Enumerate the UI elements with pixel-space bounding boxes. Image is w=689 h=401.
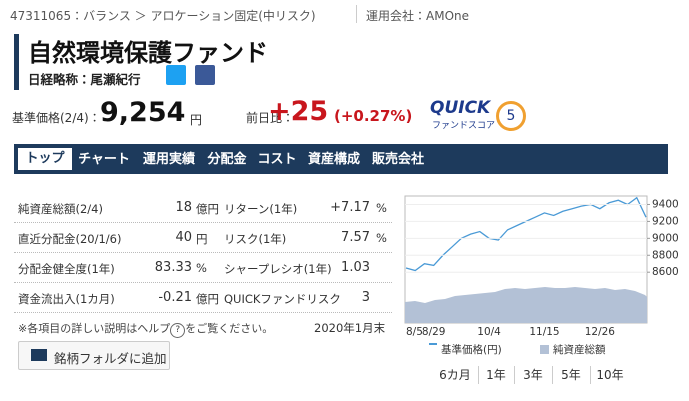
nav-tab[interactable]: コスト <box>257 152 297 167</box>
y-tick-label: 9000 <box>652 232 679 244</box>
period-button[interactable]: 10年 <box>596 368 624 382</box>
row-unit: 円 <box>196 232 208 246</box>
y-tick-label: 8800 <box>652 249 679 261</box>
nav-tab[interactable]: トップ <box>18 148 72 170</box>
row-unit: % <box>196 261 207 275</box>
change-pct: (+0.27%) <box>334 107 413 125</box>
row-label: シャープレシオ(1年) <box>224 262 332 276</box>
x-tick-label: 11/15 <box>529 326 559 338</box>
row-label: 資金流出入(1カ月) <box>18 292 115 306</box>
nav-tab[interactable]: 販売会社 <box>371 152 424 167</box>
row-label: リスク(1年) <box>224 232 287 246</box>
y-tick-label: 9400 <box>652 198 679 210</box>
price-label: 基準価格(2/4)： <box>12 111 101 125</box>
nav-tab[interactable]: 資産構成 <box>307 152 360 167</box>
nav-tab[interactable]: 分配金 <box>207 152 247 167</box>
row-unit: 億円 <box>196 292 219 306</box>
nav-tab[interactable]: 運用実績 <box>142 152 195 167</box>
change-label: 前日比： <box>246 111 295 125</box>
table-row: 直近分配金(20/1/6) 40 円 リスク(1年) 7.57% <box>14 223 392 253</box>
period-button[interactable]: 3年 <box>514 366 553 384</box>
legend-label: 基準価格(円) <box>441 343 502 356</box>
twitter-icon[interactable] <box>166 65 186 85</box>
fund-title: 自然環境保護ファンド <box>28 39 268 67</box>
data-date: 2020年1月末 <box>314 321 386 335</box>
quick-logo: QUICK <box>430 98 491 118</box>
row-value: +7.17 <box>330 200 370 215</box>
legend-area-key <box>540 345 549 354</box>
x-tick-label: 10/4 <box>477 326 501 338</box>
company: 運用会社：AMOne <box>366 9 469 23</box>
folder-button[interactable]: 銘柄フォルダに追加 <box>18 341 170 370</box>
row-value: 18 <box>175 200 192 215</box>
nav-tab[interactable]: チャート <box>78 152 130 167</box>
net-assets-area <box>405 287 647 323</box>
nikkei-name: 日経略称：尾瀬紀行 <box>28 72 141 87</box>
row-label: QUICKファンドリスク <box>224 292 341 306</box>
score: 5 <box>496 101 526 131</box>
y-tick-label: 9200 <box>652 215 679 227</box>
x-tick-label: 8/5 <box>406 326 423 338</box>
x-tick-label: 12/26 <box>585 326 616 338</box>
x-tick-label: 8/29 <box>422 326 446 338</box>
row-unit: 億円 <box>196 202 219 216</box>
note-text: ※各項目の詳しい説明はヘルプ <box>18 322 171 335</box>
row-value: 1.03 <box>341 260 370 275</box>
change-value: +25 <box>268 96 329 127</box>
row-label: リターン(1年) <box>224 202 298 216</box>
row-unit: % <box>376 231 387 245</box>
facebook-icon[interactable] <box>195 65 215 85</box>
quick-sub: ファンドスコア <box>432 121 496 131</box>
note-text: をご覧ください。 <box>185 322 274 335</box>
table-row: 資金流出入(1カ月) -0.21 億円 QUICKファンドリスク 3 <box>14 283 392 313</box>
row-value: 7.57 <box>341 230 370 245</box>
note: ※各項目の詳しい説明はヘルプ? をご覧ください。 <box>18 320 273 338</box>
row-value: 40 <box>175 230 192 245</box>
folder-icon <box>31 349 47 361</box>
row-label: 直近分配金(20/1/6) <box>18 232 122 246</box>
help-icon[interactable]: ? <box>170 323 186 338</box>
button-label: 銘柄フォルダに追加 <box>54 351 167 366</box>
row-value: -0.21 <box>158 290 192 305</box>
title-bar <box>14 34 19 90</box>
nav-bar <box>14 144 668 174</box>
row-unit: % <box>376 201 387 215</box>
period-button[interactable]: 6カ月 <box>432 366 479 384</box>
row-value: 3 <box>361 290 370 305</box>
table-row: 分配金健全度(1年) 83.33% シャープレシオ(1年) 1.03 <box>14 253 392 283</box>
y-tick-label: 8600 <box>652 266 679 278</box>
legend-label: 純資産総額 <box>553 343 606 356</box>
price-unit: 円 <box>190 113 203 127</box>
price-value: 9,254 <box>100 97 186 128</box>
period-button[interactable]: 5年 <box>552 366 591 384</box>
period-button[interactable]: 1年 <box>478 366 515 384</box>
row-label: 純資産総額(2/4) <box>18 202 103 216</box>
row-value: 83.33 <box>154 260 192 275</box>
table-row: 純資産総額(2/4) 18 億円 リターン(1年) +7.17% <box>14 193 392 223</box>
breadcrumb: 47311065：バランス ＞ アロケーション固定(中リスク) <box>10 9 316 23</box>
row-label: 分配金健全度(1年) <box>18 262 115 276</box>
